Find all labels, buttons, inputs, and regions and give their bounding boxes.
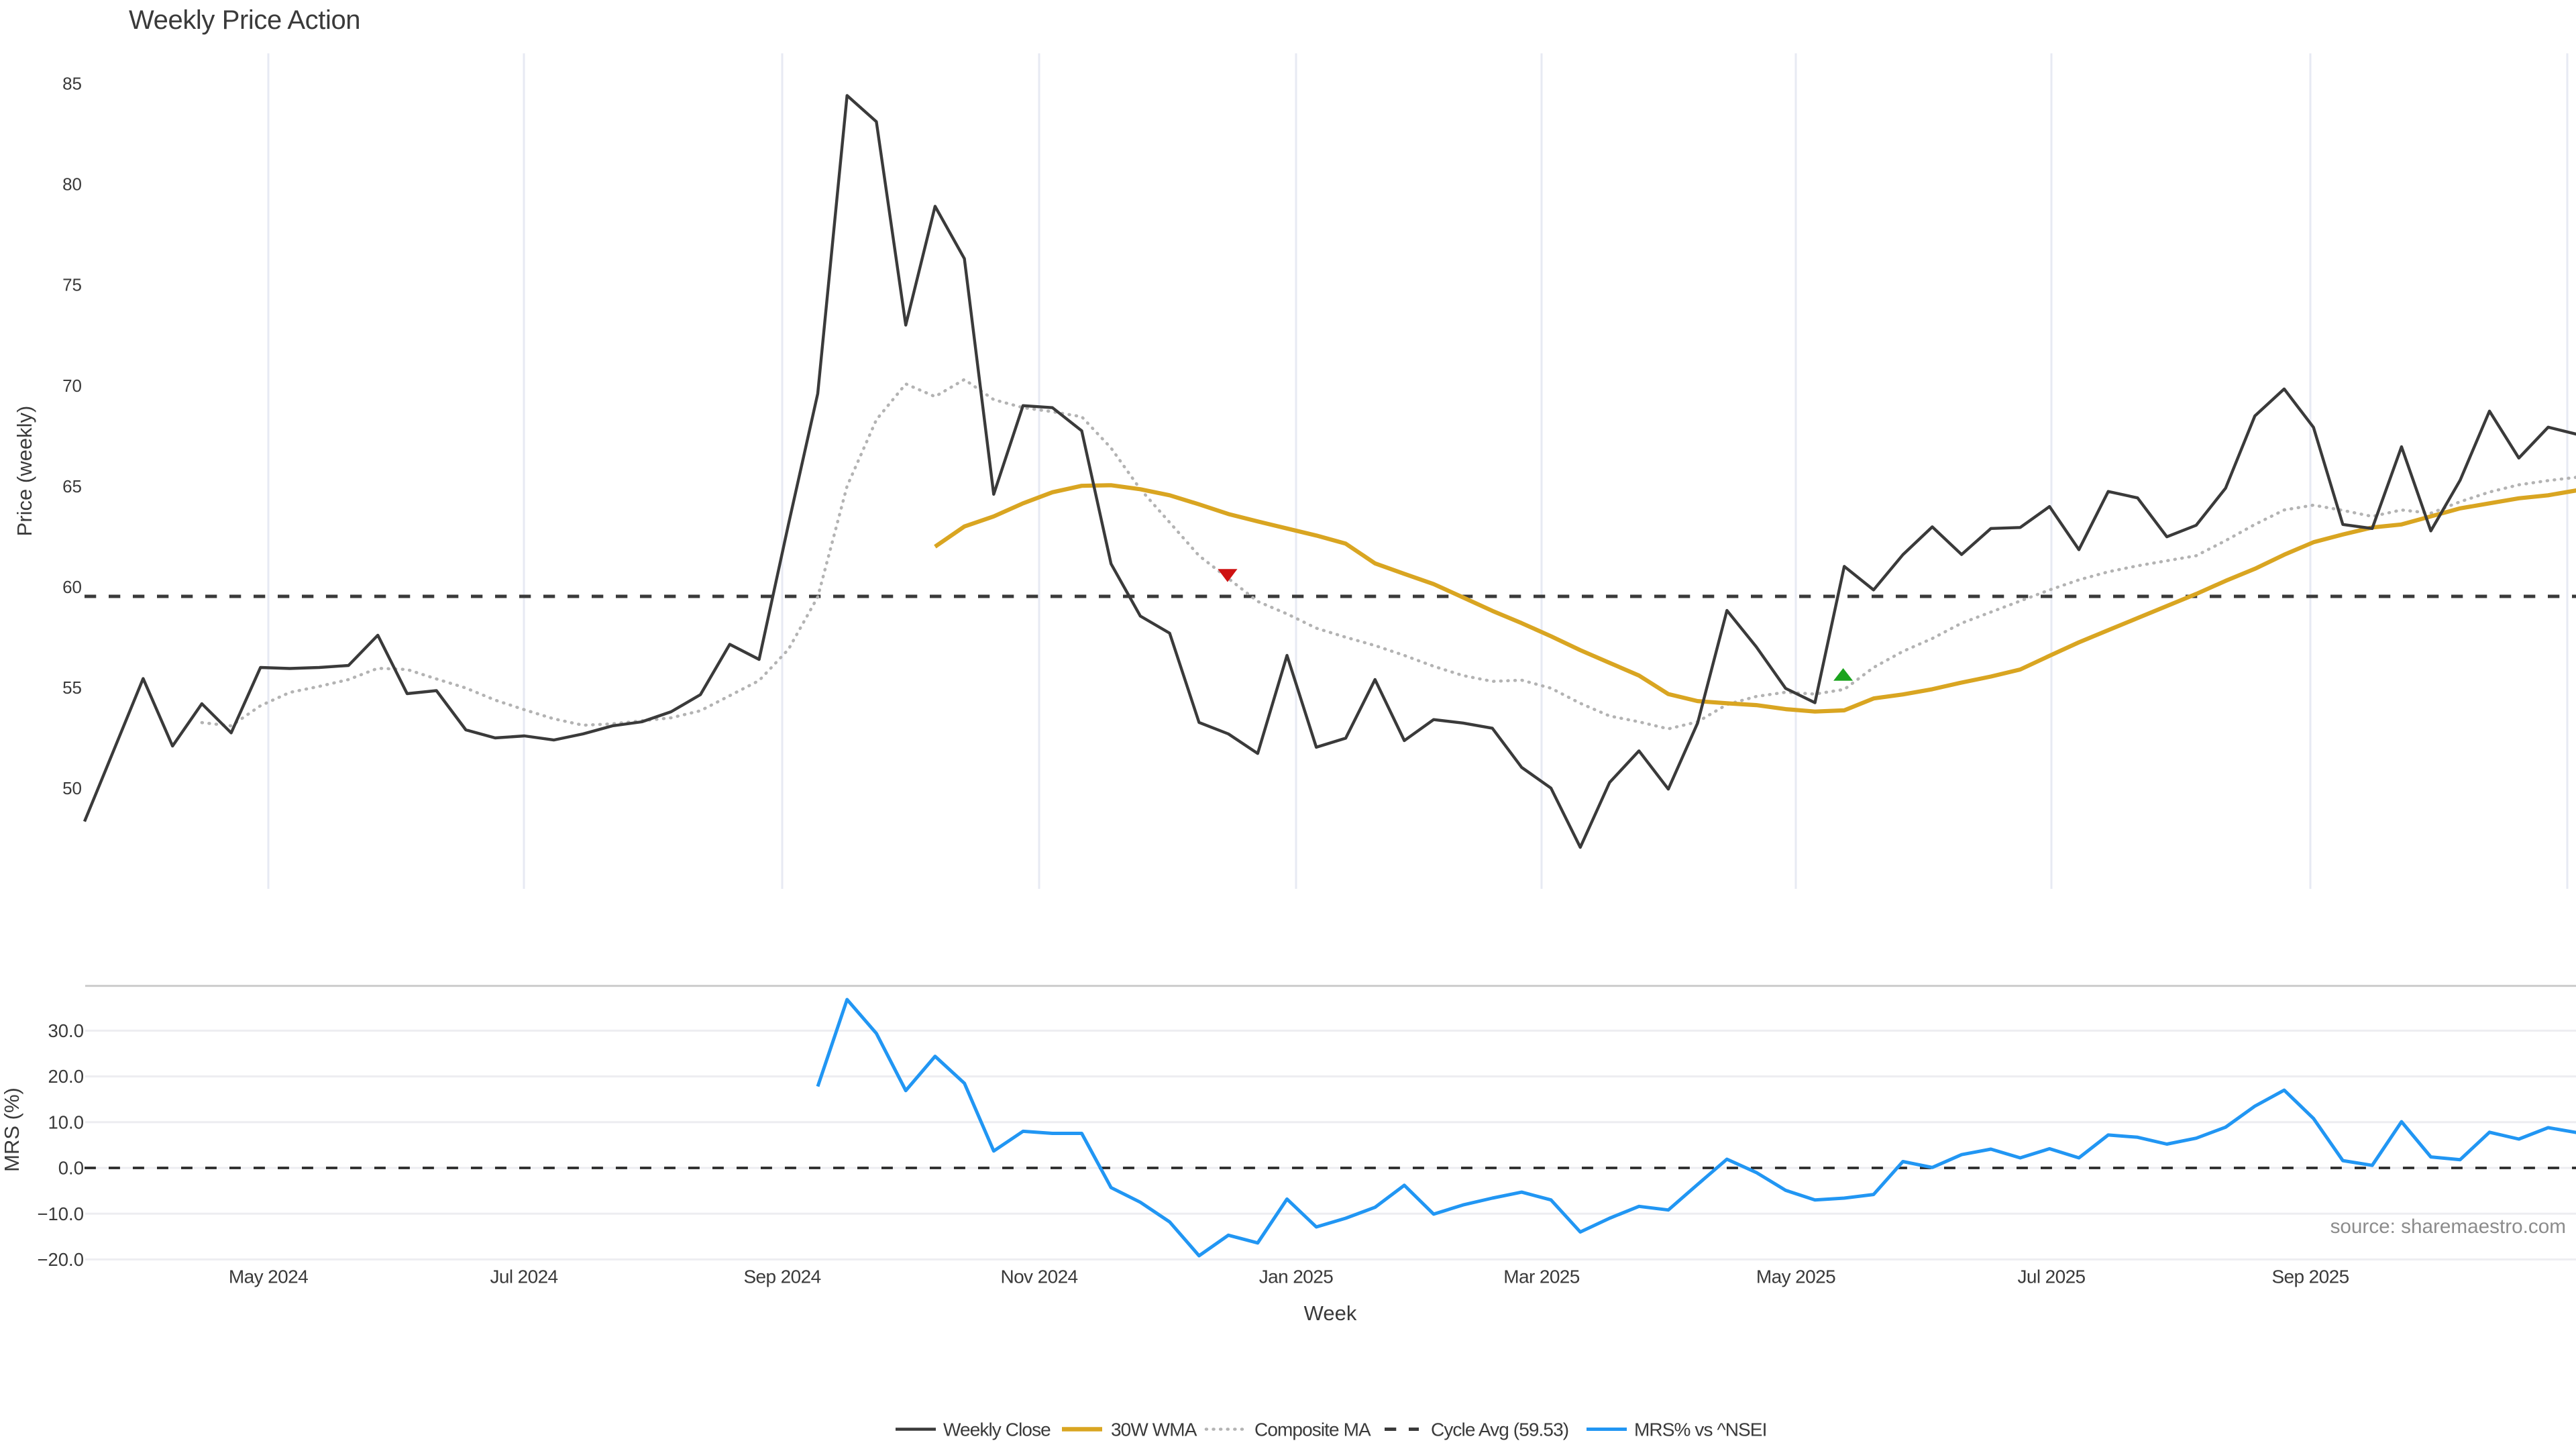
- svg-text:Jan 2025: Jan 2025: [1259, 1267, 1333, 1287]
- svg-text:MRS% vs ^NSEI: MRS% vs ^NSEI: [1634, 1419, 1766, 1440]
- svg-text:30.0: 30.0: [48, 1020, 84, 1041]
- svg-text:60: 60: [62, 577, 82, 597]
- svg-text:May 2025: May 2025: [1756, 1267, 1835, 1287]
- svg-text:source: sharemaestro.com: source: sharemaestro.com: [2330, 1216, 2566, 1238]
- svg-text:30W WMA: 30W WMA: [1111, 1419, 1197, 1440]
- svg-text:Jul 2024: Jul 2024: [490, 1267, 557, 1287]
- svg-text:Jul 2025: Jul 2025: [2017, 1267, 2085, 1287]
- svg-text:85: 85: [62, 74, 82, 94]
- svg-text:70: 70: [62, 376, 82, 396]
- svg-text:Weekly Price Action: Weekly Price Action: [129, 5, 360, 35]
- svg-text:80: 80: [62, 174, 82, 195]
- svg-text:Week: Week: [1304, 1301, 1357, 1325]
- svg-text:Composite MA: Composite MA: [1254, 1419, 1371, 1440]
- svg-text:Nov 2024: Nov 2024: [1000, 1267, 1077, 1287]
- svg-text:55: 55: [62, 678, 82, 698]
- svg-text:Mar 2025: Mar 2025: [1503, 1267, 1580, 1287]
- svg-text:−10.0: −10.0: [37, 1203, 84, 1224]
- svg-text:MRS (%): MRS (%): [0, 1087, 23, 1172]
- svg-text:Sep 2024: Sep 2024: [743, 1267, 820, 1287]
- svg-text:Price (weekly): Price (weekly): [13, 406, 36, 537]
- svg-text:Cycle Avg (59.53): Cycle Avg (59.53): [1431, 1419, 1568, 1440]
- svg-text:0.0: 0.0: [58, 1158, 84, 1179]
- svg-text:75: 75: [62, 275, 82, 295]
- svg-text:10.0: 10.0: [48, 1112, 84, 1132]
- svg-text:20.0: 20.0: [48, 1066, 84, 1087]
- svg-text:Sep 2025: Sep 2025: [2271, 1267, 2349, 1287]
- svg-text:−20.0: −20.0: [37, 1249, 84, 1270]
- svg-text:Weekly Close: Weekly Close: [943, 1419, 1051, 1440]
- svg-text:50: 50: [62, 778, 82, 798]
- svg-text:65: 65: [62, 476, 82, 496]
- svg-text:May 2024: May 2024: [229, 1267, 308, 1287]
